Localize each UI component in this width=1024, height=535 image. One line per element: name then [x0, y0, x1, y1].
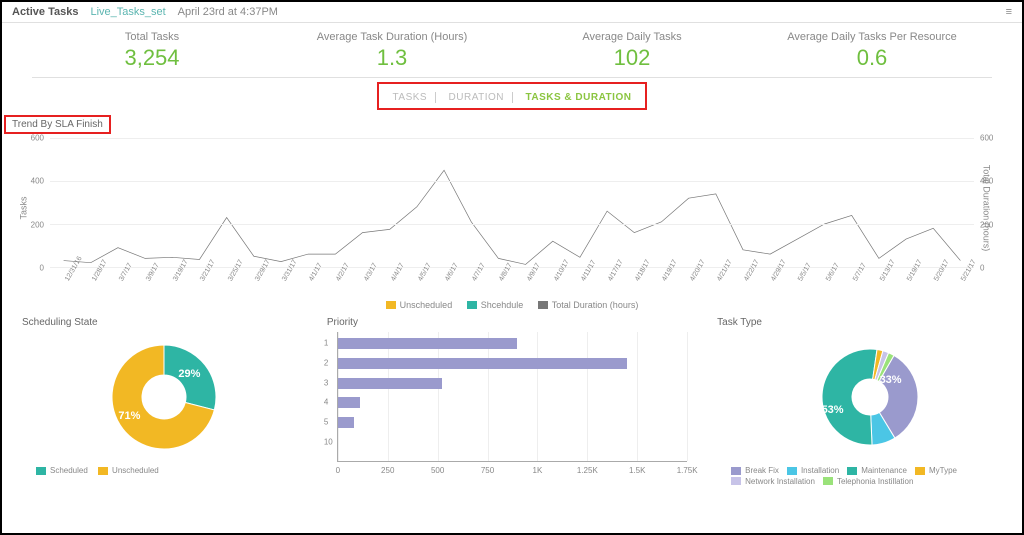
- y-axis-right: Total Duration (hours) 0200400600: [978, 138, 1002, 268]
- duration-line: [50, 138, 974, 267]
- header: Active Tasks Live_Tasks_set April 23rd a…: [2, 2, 1022, 23]
- kpi-label: Average Daily Tasks: [512, 31, 752, 43]
- tabs-highlight: TASKS DURATION TASKS & DURATION: [377, 82, 648, 110]
- panel-title: Task Type: [717, 317, 1002, 328]
- kpi-row: Total Tasks 3,254 Average Task Duration …: [2, 23, 1022, 75]
- page-title: Active Tasks: [12, 6, 78, 18]
- legend-item: MyType: [915, 466, 957, 475]
- trend-chart-wrap: Tasks 0200400600 Total Duration (hours) …: [2, 138, 1022, 313]
- legend-unscheduled: Unscheduled: [98, 466, 159, 475]
- donut-scheduling: 29% 71%: [84, 332, 244, 462]
- panel-scheduling-state: Scheduling State 29% 71% Scheduled Unsch…: [22, 317, 307, 487]
- tab-tasks[interactable]: TASKS: [385, 92, 437, 103]
- tab-tasks-duration[interactable]: TASKS & DURATION: [517, 92, 639, 103]
- priority-bar: [338, 397, 360, 408]
- priority-bar: [338, 358, 627, 369]
- x-axis: 12/31/161/28/173/7/173/9/173/19/173/21/1…: [50, 268, 974, 298]
- donut-label-scheduled: 29%: [178, 368, 200, 380]
- donut-label-maintenance: 53%: [822, 404, 844, 416]
- priority-bar: [338, 417, 354, 428]
- kpi-avg-duration: Average Task Duration (Hours) 1.3: [272, 31, 512, 71]
- legend-item: Telephonia Instillation: [823, 477, 914, 486]
- trend-chart: Tasks 0200400600 Total Duration (hours) …: [22, 138, 1002, 298]
- kpi-avg-per-resource: Average Daily Tasks Per Resource 0.6: [752, 31, 992, 71]
- panel-task-type: Task Type 33% 53% Break Fix Installation M…: [717, 317, 1002, 487]
- legend-item: Break Fix: [731, 466, 779, 475]
- y-axis-left-label: Tasks: [19, 196, 29, 219]
- panel-title: Priority: [327, 317, 697, 328]
- plot-area: [50, 138, 974, 268]
- donut-label-unscheduled: 71%: [118, 410, 140, 422]
- donut-label-breakfix: 33%: [880, 374, 902, 386]
- priority-bar: [338, 338, 518, 349]
- kpi-label: Total Tasks: [32, 31, 272, 43]
- trend-legend: Unscheduled Shcehdule Total Duration (ho…: [22, 298, 1002, 313]
- y-axis-left: Tasks 0200400600: [22, 138, 46, 268]
- legend-unscheduled: Unscheduled: [386, 300, 453, 310]
- kpi-avg-daily: Average Daily Tasks 102: [512, 31, 752, 71]
- kpi-value: 3,254: [32, 45, 272, 71]
- scheduling-legend: Scheduled Unscheduled: [22, 462, 307, 477]
- kpi-value: 102: [512, 45, 752, 71]
- kpi-label: Average Task Duration (Hours): [272, 31, 512, 43]
- panel-priority: Priority 02505007501K1.25K1.5K1.75K12345…: [327, 317, 697, 487]
- kpi-label: Average Daily Tasks Per Resource: [752, 31, 992, 43]
- menu-icon[interactable]: ≡: [1006, 6, 1012, 18]
- legend-scheduled: Shcehdule: [467, 300, 524, 310]
- kpi-total-tasks: Total Tasks 3,254: [32, 31, 272, 71]
- bottom-row: Scheduling State 29% 71% Scheduled Unsch…: [2, 313, 1022, 491]
- tab-duration[interactable]: DURATION: [441, 92, 513, 103]
- legend-duration: Total Duration (hours): [538, 300, 639, 310]
- kpi-value: 1.3: [272, 45, 512, 71]
- legend-item: Maintenance: [847, 466, 907, 475]
- legend-item: Network Installation: [731, 477, 815, 486]
- task-type-legend: Break Fix Installation Maintenance MyType Ne…: [717, 462, 1002, 487]
- legend-scheduled: Scheduled: [36, 466, 88, 475]
- tabs: TASKS DURATION TASKS & DURATION: [2, 78, 1022, 114]
- priority-chart: 02505007501K1.25K1.5K1.75K1234510: [337, 332, 687, 462]
- header-date: April 23rd at 4:37PM: [178, 6, 278, 18]
- donut-task-type: 33% 53%: [780, 332, 940, 462]
- panel-title: Scheduling State: [22, 317, 307, 328]
- kpi-value: 0.6: [752, 45, 992, 71]
- trend-label: Trend By SLA Finish: [4, 115, 111, 134]
- legend-item: Installation: [787, 466, 839, 475]
- priority-bar: [338, 378, 442, 389]
- dataset-link[interactable]: Live_Tasks_set: [90, 6, 165, 18]
